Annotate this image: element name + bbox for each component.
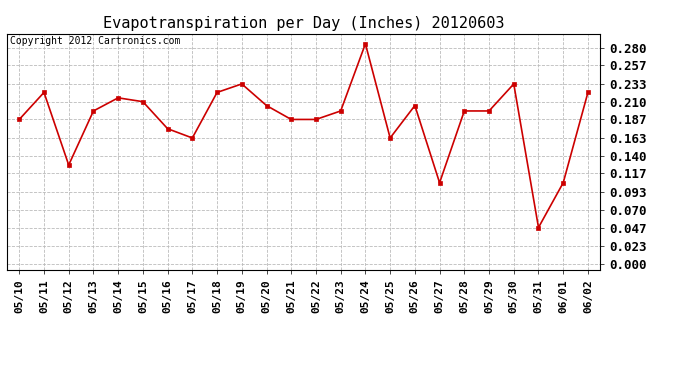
Text: Copyright 2012 Cartronics.com: Copyright 2012 Cartronics.com [10, 36, 180, 46]
Title: Evapotranspiration per Day (Inches) 20120603: Evapotranspiration per Day (Inches) 2012… [103, 16, 504, 31]
